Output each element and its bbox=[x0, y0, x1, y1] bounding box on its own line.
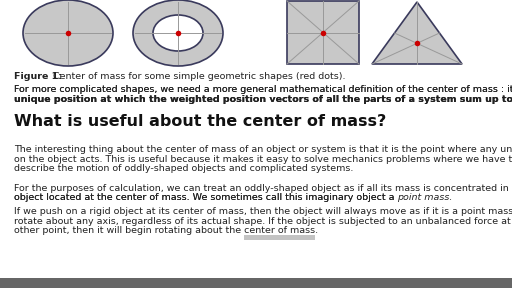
Text: Figure 1:: Figure 1: bbox=[14, 72, 62, 81]
Text: What is useful about the center of mass?: What is useful about the center of mass? bbox=[14, 114, 386, 129]
Text: Center of mass for some simple geometric shapes (red dots).: Center of mass for some simple geometric… bbox=[50, 72, 346, 81]
Text: other point, then it will begin rotating about the center of mass.: other point, then it will begin rotating… bbox=[14, 226, 318, 235]
Text: unique position at which the weighted position vectors of all the parts of a sys: unique position at which the weighted po… bbox=[14, 95, 512, 104]
Text: point mass.: point mass. bbox=[397, 194, 453, 202]
Polygon shape bbox=[372, 2, 462, 64]
Text: rotate about any axis, regardless of its actual shape. If the object is subjecte: rotate about any axis, regardless of its… bbox=[14, 217, 512, 226]
Text: object located at the center of mass. We sometimes call this imaginary object a: object located at the center of mass. We… bbox=[14, 194, 397, 202]
Bar bbox=[0, 278, 512, 288]
Text: For the purposes of calculation, we can treat an oddly-shaped object as if all i: For the purposes of calculation, we can … bbox=[14, 184, 512, 193]
Text: The interesting thing about the center of mass of an object or system is that it: The interesting thing about the center o… bbox=[14, 145, 512, 154]
Text: unique position at which the weighted position vectors of all the parts of a sys: unique position at which the weighted po… bbox=[14, 95, 512, 104]
Text: on the object acts. This is useful because it makes it easy to solve mechanics p: on the object acts. This is useful becau… bbox=[14, 154, 512, 164]
Text: object located at the center of mass. We sometimes call this imaginary object a: object located at the center of mass. We… bbox=[14, 194, 397, 202]
Text: For more complicated shapes, we need a more general mathematical definition of t: For more complicated shapes, we need a m… bbox=[14, 85, 512, 94]
Text: If we push on a rigid object at its center of mass, then the object will always : If we push on a rigid object at its cent… bbox=[14, 207, 512, 216]
Bar bbox=[287, 1, 359, 64]
Ellipse shape bbox=[133, 0, 223, 66]
Bar bbox=[244, 235, 315, 240]
Text: For more complicated shapes, we need a more general mathematical definition of t: For more complicated shapes, we need a m… bbox=[14, 85, 512, 94]
Ellipse shape bbox=[23, 0, 113, 66]
Ellipse shape bbox=[153, 15, 203, 51]
Text: describe the motion of oddly-shaped objects and complicated systems.: describe the motion of oddly-shaped obje… bbox=[14, 164, 353, 173]
